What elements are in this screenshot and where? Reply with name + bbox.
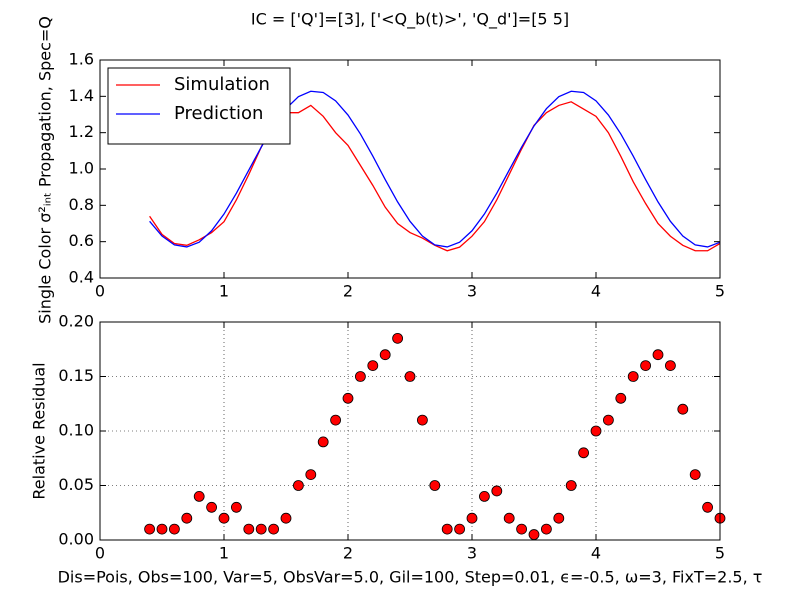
chart-title: IC = ['Q']=[3], ['<Q_b(t)>', 'Q_d']=[5 5… [251,10,569,30]
y-axis-label: Single Color σ²ᵢₙₜ Propagation, Spec=Q [36,16,55,324]
scatter-point [454,523,466,535]
x-tick-label: 5 [715,282,725,301]
scatter-point [367,360,379,372]
scatter-point [268,523,280,535]
scatter-point [305,469,317,481]
x-tick-label: 0 [95,544,105,563]
y-tick-label: 0.4 [69,268,94,287]
y-tick-label: 1.2 [69,122,94,141]
x-tick-label: 1 [219,544,229,563]
scatter-point [491,485,503,497]
scatter-point [218,512,230,524]
scatter-point [466,512,478,524]
scatter-point [317,436,329,448]
scatter-point [156,523,168,535]
scatter-point [528,529,540,540]
y-tick-label: 0.20 [58,312,94,331]
scatter-point [280,512,292,524]
y-tick-label: 1.0 [69,159,94,178]
y-tick-label: 0.15 [58,366,94,385]
scatter-point [702,501,713,513]
scatter-point [640,360,651,372]
scatter-point [404,371,416,382]
scatter-point [342,392,354,404]
x-tick-label: 4 [591,544,601,563]
x-tick-label: 2 [343,282,353,301]
legend-box [107,67,291,145]
scatter-point [379,349,391,361]
y-tick-label: 0.10 [58,421,94,440]
scatter-point [168,523,180,535]
y-tick-label: 1.6 [69,50,94,69]
scatter-point [193,490,205,502]
x-tick-label: 5 [715,544,725,563]
scatter-point [429,480,441,491]
scatter-point [230,501,242,513]
scatter-point [665,360,676,372]
x-tick-label: 0 [95,282,105,301]
y-tick-label: 0.00 [58,530,94,549]
y-tick-label: 0.05 [58,475,94,494]
y-tick-label: 0.6 [69,231,94,250]
x-tick-label: 4 [591,282,601,301]
scatter-point [181,512,193,524]
scatter-point [652,349,664,361]
scatter-point [627,371,639,382]
x-tick-label: 3 [467,544,477,563]
x-axis-label: Dis=Pois, Obs=100, Var=5, ObsVar=5.0, Gi… [58,568,763,587]
scatter-point [503,512,515,524]
series-line [149,90,720,248]
legend-label: Simulation [174,74,270,95]
x-tick-label: 3 [467,282,477,301]
scatter-point [478,490,490,502]
scatter-point [243,523,255,535]
scatter-point [392,332,404,344]
scatter-point [615,392,627,404]
scatter-point [255,523,267,535]
scatter-point [206,501,218,513]
scatter-point [677,403,689,415]
scatter-point [292,480,304,491]
scatter-point [541,523,552,535]
scatter-point [354,371,366,382]
scatter-point [603,414,614,426]
scatter-point [144,523,156,535]
y-axis-label: Relative Residual [30,362,49,499]
scatter-point [590,425,602,437]
scatter-point [330,414,342,426]
x-tick-label: 2 [343,544,353,563]
y-tick-label: 1.4 [69,86,94,105]
scatter-point [416,414,428,426]
scatter-point [553,512,565,524]
scatter-point [578,447,589,459]
y-tick-label: 0.8 [69,195,94,214]
legend-label: Prediction [174,103,263,124]
x-tick-label: 1 [219,282,229,301]
scatter-point [565,480,577,491]
scatter-point [689,469,701,481]
scatter-point [516,523,527,535]
scatter-point [441,523,453,535]
